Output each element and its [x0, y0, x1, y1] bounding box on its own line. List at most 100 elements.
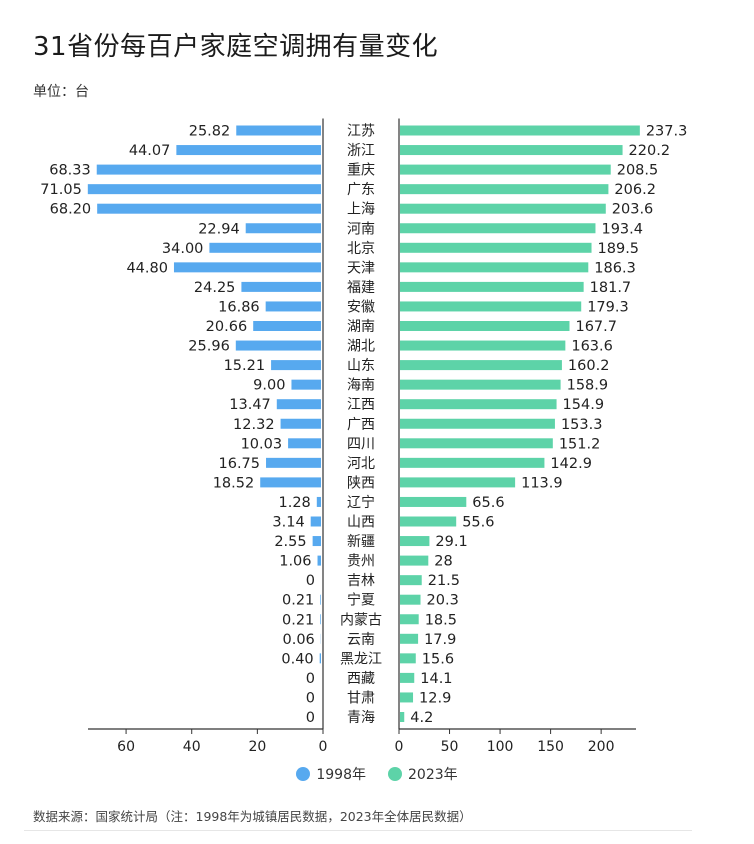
bar-1998-18 [266, 457, 321, 468]
bar-1998-8 [173, 262, 321, 273]
value-label-1998-1: 25.82 [189, 124, 231, 140]
value-label-1998-11: 20.66 [206, 319, 248, 335]
bar-2023-1 [400, 125, 640, 136]
bar-1998-7 [209, 242, 321, 253]
bar-2023-29 [400, 672, 415, 683]
value-label-1998-13: 15.21 [224, 358, 266, 374]
value-label-2023-17: 151.2 [559, 436, 601, 452]
bar-2023-23 [400, 555, 429, 566]
category-label-21: 山西 [347, 515, 375, 531]
bar-2023-27 [400, 633, 419, 644]
bar-1998-25 [320, 594, 321, 605]
value-label-1998-29: 0 [306, 671, 315, 687]
value-label-2023-31: 4.2 [410, 710, 433, 726]
value-label-2023-10: 179.3 [587, 299, 629, 315]
value-label-1998-27: 0.06 [283, 632, 315, 648]
category-label-19: 陕西 [347, 475, 375, 491]
bar-1998-21 [310, 516, 321, 527]
legend-item-1998[interactable]: 1998年 [296, 764, 366, 784]
category-label-26: 内蒙古 [340, 612, 382, 628]
value-label-1998-2: 44.07 [129, 143, 171, 159]
value-label-2023-27: 17.9 [424, 632, 456, 648]
value-label-2023-15: 154.9 [563, 397, 605, 413]
value-label-1998-17: 10.03 [241, 436, 283, 452]
value-label-2023-8: 186.3 [594, 260, 636, 276]
value-label-1998-8: 44.80 [126, 260, 168, 276]
value-label-1998-19: 18.52 [213, 475, 255, 491]
bar-1998-28 [319, 653, 321, 664]
bar-2023-31 [400, 712, 405, 722]
bar-2023-3 [400, 164, 611, 175]
value-label-1998-16: 12.32 [233, 417, 275, 433]
category-label-12: 湖北 [347, 339, 375, 355]
category-label-24: 吉林 [347, 573, 375, 589]
value-label-2023-13: 160.2 [568, 358, 610, 374]
category-label-5: 上海 [347, 202, 375, 218]
bar-1998-11 [253, 321, 321, 331]
value-label-1998-23: 1.06 [279, 554, 311, 570]
butterfly-bar-chart: 25.82 237.3 江苏 44.07 220.2 浙江 68.33 208.5 重庆 71.0… [40, 118, 687, 755]
value-label-1998-26: 0.21 [282, 612, 314, 628]
bar-1998-4 [87, 184, 321, 195]
left-axis-tick-label-1: 60 [117, 739, 135, 755]
bar-2023-20 [400, 496, 467, 507]
bar-2023-15 [400, 399, 557, 410]
bar-1998-23 [317, 555, 321, 566]
right-axis-tick-label-1: 0 [395, 739, 404, 755]
value-label-1998-7: 34.00 [162, 241, 204, 257]
legend-item-2023[interactable]: 2023年 [388, 764, 458, 784]
value-label-2023-28: 15.6 [422, 651, 454, 667]
left-axis-tick-label-2: 40 [183, 739, 201, 755]
category-label-28: 黑龙江 [340, 651, 382, 667]
category-label-20: 辽宁 [347, 494, 375, 511]
category-label-14: 海南 [347, 378, 375, 394]
bar-2023-26 [400, 614, 419, 625]
legend-label-1998: 1998年 [316, 767, 366, 783]
data-source-note: 数据来源：国家统计局（注：1998年为城镇居民数据，2023年全体居民数据） [33, 809, 472, 824]
value-label-1998-20: 1.28 [279, 495, 311, 511]
bar-1998-14 [291, 379, 321, 390]
category-label-13: 山东 [347, 358, 375, 374]
category-label-30: 甘肃 [347, 690, 375, 706]
bar-2023-2 [400, 145, 623, 156]
value-label-1998-6: 22.94 [198, 221, 240, 237]
category-label-7: 北京 [347, 241, 375, 257]
bar-1998-10 [265, 301, 321, 312]
bar-1998-22 [312, 536, 321, 547]
legend-label-2023: 2023年 [408, 767, 458, 783]
category-label-8: 天津 [347, 260, 375, 276]
unit-label: 单位：台 [33, 84, 89, 100]
bar-2023-7 [400, 242, 592, 253]
category-label-6: 河南 [347, 221, 375, 237]
value-label-2023-12: 163.6 [571, 339, 613, 355]
value-label-2023-16: 153.3 [561, 417, 603, 433]
bar-1998-2 [176, 145, 321, 156]
bar-2023-14 [400, 379, 561, 390]
bar-2023-10 [400, 301, 582, 312]
value-label-1998-30: 0 [306, 690, 315, 706]
value-label-2023-22: 29.1 [435, 534, 467, 550]
value-label-2023-26: 18.5 [425, 612, 457, 628]
bar-2023-24 [400, 575, 422, 586]
bar-2023-18 [400, 457, 545, 468]
bar-1998-9 [241, 281, 321, 292]
value-label-2023-25: 20.3 [427, 593, 459, 609]
value-label-1998-5: 68.20 [50, 202, 92, 218]
value-label-1998-25: 0.21 [282, 593, 314, 609]
value-label-1998-4: 71.05 [40, 182, 82, 198]
value-label-2023-4: 206.2 [614, 182, 656, 198]
value-label-2023-19: 113.9 [521, 475, 563, 491]
bar-2023-30 [400, 692, 414, 703]
value-label-2023-3: 208.5 [617, 163, 659, 179]
category-label-23: 贵州 [347, 554, 375, 570]
value-label-1998-31: 0 [306, 710, 315, 726]
bar-1998-15 [276, 399, 321, 410]
chart-legend: 1998年 2023年 [0, 764, 754, 784]
category-label-2: 浙江 [347, 143, 375, 159]
category-label-16: 广西 [347, 417, 375, 433]
value-label-2023-2: 220.2 [629, 143, 671, 159]
bar-2023-13 [400, 360, 562, 371]
value-label-1998-28: 0.40 [281, 651, 313, 667]
right-axis-tick-label-4: 150 [537, 739, 564, 755]
bar-2023-22 [400, 536, 430, 547]
